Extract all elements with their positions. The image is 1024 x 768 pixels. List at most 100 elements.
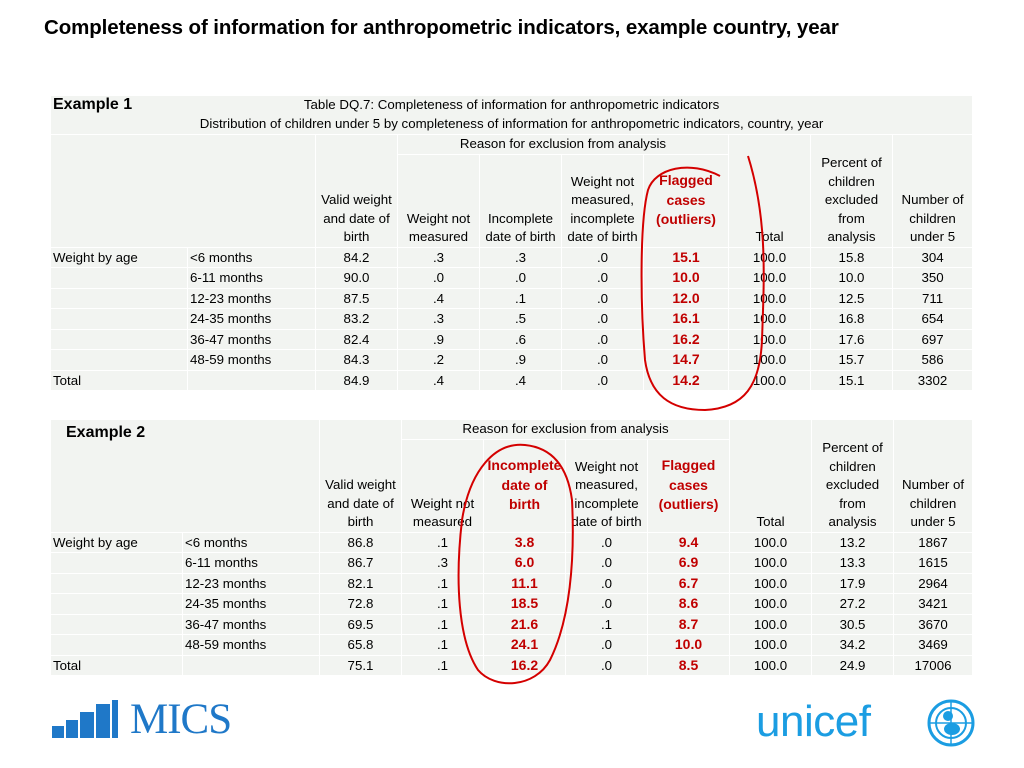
- cell-flagged: 6.9: [646, 552, 731, 574]
- age-group-cell: 48-59 months: [187, 349, 316, 371]
- cell-flagged: 16.1: [643, 308, 729, 330]
- cell-not-measured-incomplete: .0: [565, 593, 648, 615]
- example-label: Example 1: [53, 96, 133, 113]
- cell-weight-not-measured: .2: [397, 349, 480, 371]
- cell-incomplete-dob: 18.5: [483, 593, 566, 615]
- cell-percent-excluded: 17.6: [810, 328, 893, 350]
- table-example-1: Example 1 Table DQ.7: Completeness of in…: [49, 95, 974, 391]
- age-group-cell: 48-59 months: [182, 634, 320, 656]
- header-reason-group: Reason for exclusion from analysis: [400, 419, 731, 440]
- age-group-cell: <6 months: [182, 531, 320, 553]
- total-label: Total: [50, 369, 188, 391]
- cell-flagged: 14.7: [643, 349, 729, 371]
- cell-weight-not-measured: .4: [397, 287, 480, 309]
- row-group-label: [50, 267, 188, 289]
- total-row: Total 84.9.4.4.0 14.2 100.0 15.1 3302: [50, 369, 974, 391]
- table-caption: Example 1 Table DQ.7: Completeness of in…: [49, 95, 974, 135]
- cell-number-children: 1615: [893, 552, 974, 574]
- cell-weight-not-measured: .3: [397, 246, 480, 268]
- row-group-label: [50, 593, 183, 615]
- total-valid: 75.1: [319, 654, 402, 676]
- cell-weight-not-measured: .3: [401, 552, 484, 574]
- total-blank: [187, 369, 316, 391]
- table-row: 36-47 months 69.5.1 21.6.1 8.7 100.0 30.5 3670: [50, 613, 974, 635]
- header-not-measured-incomplete: Weight not measured, incomplete date of …: [561, 153, 644, 248]
- header-flagged: Flagged cases (outliers): [646, 438, 731, 533]
- cell-percent-excluded: 17.9: [811, 572, 895, 594]
- cell-number-children: 697: [891, 328, 974, 350]
- cell-incomplete-dob: .6: [479, 328, 562, 350]
- cell-not-measured-incomplete: .0: [565, 634, 648, 656]
- cell-flagged: 10.0: [646, 634, 731, 656]
- age-group-cell: 36-47 months: [182, 613, 320, 635]
- table-row: 24-35 months 72.8.1 18.5.0 8.6 100.0 27.2 3421: [50, 593, 974, 615]
- header-flagged: Flagged cases (outliers): [643, 153, 729, 248]
- cell-not-measured-incomplete: .0: [565, 572, 648, 594]
- cell-percent-excluded: 30.5: [811, 613, 895, 635]
- caption-line-1: Table DQ.7: Completeness of information …: [303, 97, 720, 112]
- cell-total: 100.0: [728, 349, 811, 371]
- cell-number-children: 3469: [893, 634, 974, 656]
- mics-logo: MICS: [52, 696, 252, 744]
- cell-number-children: 3421: [893, 593, 974, 615]
- cell-flagged: 6.7: [646, 572, 731, 594]
- cell-total: 100.0: [728, 246, 811, 268]
- caption-line-2: Distribution of children under 5 by comp…: [199, 115, 824, 131]
- cell-not-measured-incomplete: .0: [565, 531, 648, 553]
- cell-not-measured-incomplete: .0: [561, 267, 644, 289]
- cell-not-measured-incomplete: .0: [561, 349, 644, 371]
- cell-percent-excluded: 15.8: [810, 246, 893, 268]
- cell-flagged: 8.7: [646, 613, 731, 635]
- table-row: 6-11 months 86.7.3 6.0.0 6.9 100.0 13.3 1615: [50, 552, 974, 574]
- total-number-children: 3302: [891, 369, 974, 391]
- cell-total: 100.0: [729, 552, 813, 574]
- cell-percent-excluded: 13.2: [811, 531, 895, 553]
- total-weight-not-measured: .4: [397, 369, 480, 391]
- cell-valid: 84.2: [315, 246, 398, 268]
- header-total: Total: [728, 134, 811, 248]
- header-valid: Valid weight and date of birth: [315, 134, 398, 248]
- cell-not-measured-incomplete: .1: [565, 613, 648, 635]
- total-not-measured-incomplete: .0: [561, 369, 644, 391]
- cell-total: 100.0: [728, 267, 811, 289]
- total-total: 100.0: [728, 369, 811, 391]
- slide-title: Completeness of information for anthropo…: [44, 16, 839, 39]
- cell-weight-not-measured: .1: [401, 613, 484, 635]
- cell-percent-excluded: 27.2: [811, 593, 895, 615]
- age-group-cell: 6-11 months: [187, 267, 316, 289]
- cell-weight-not-measured: .1: [401, 593, 484, 615]
- header-weight-not-measured: Weight not measured: [397, 153, 480, 248]
- header-not-measured-incomplete: Weight not measured, incomplete date of …: [565, 438, 648, 533]
- cell-number-children: 711: [891, 287, 974, 309]
- cell-flagged: 16.2: [643, 328, 729, 350]
- total-flagged: 14.2: [643, 369, 729, 391]
- cell-incomplete-dob: 24.1: [483, 634, 566, 656]
- cell-percent-excluded: 10.0: [810, 267, 893, 289]
- header-number-children: Number of children under 5: [891, 134, 974, 248]
- table-row: Weight by age <6 months 86.8.1 3.8.0 9.4 100.…: [50, 531, 974, 553]
- row-group-label: [50, 552, 183, 574]
- cell-valid: 72.8: [319, 593, 402, 615]
- header-blank: Example 2: [50, 419, 320, 533]
- age-group-cell: 6-11 months: [182, 552, 320, 574]
- total-percent-excluded: 15.1: [810, 369, 893, 391]
- cell-valid: 90.0: [315, 267, 398, 289]
- age-group-cell: 24-35 months: [187, 308, 316, 330]
- header-weight-not-measured: Weight not measured: [401, 438, 484, 533]
- cell-percent-excluded: 16.8: [810, 308, 893, 330]
- cell-number-children: 2964: [893, 572, 974, 594]
- header-percent-excluded: Percent of children excluded from analys…: [810, 134, 893, 248]
- header-incomplete-dob: Incomplete date of birth: [479, 153, 562, 248]
- cell-not-measured-incomplete: .0: [565, 552, 648, 574]
- cell-percent-excluded: 12.5: [810, 287, 893, 309]
- row-group-label: [50, 613, 183, 635]
- table-row: 12-23 months 87.5.4.1.0 12.0 100.0 12.5 711: [50, 287, 974, 309]
- cell-number-children: 3670: [893, 613, 974, 635]
- cell-valid: 83.2: [315, 308, 398, 330]
- total-incomplete-dob: 16.2: [483, 654, 566, 676]
- cell-incomplete-dob: 11.1: [483, 572, 566, 594]
- total-percent-excluded: 24.9: [811, 654, 895, 676]
- cell-incomplete-dob: .1: [479, 287, 562, 309]
- total-not-measured-incomplete: .0: [565, 654, 648, 676]
- table-example-2: Example 2 Valid weight and date of birth…: [50, 419, 974, 676]
